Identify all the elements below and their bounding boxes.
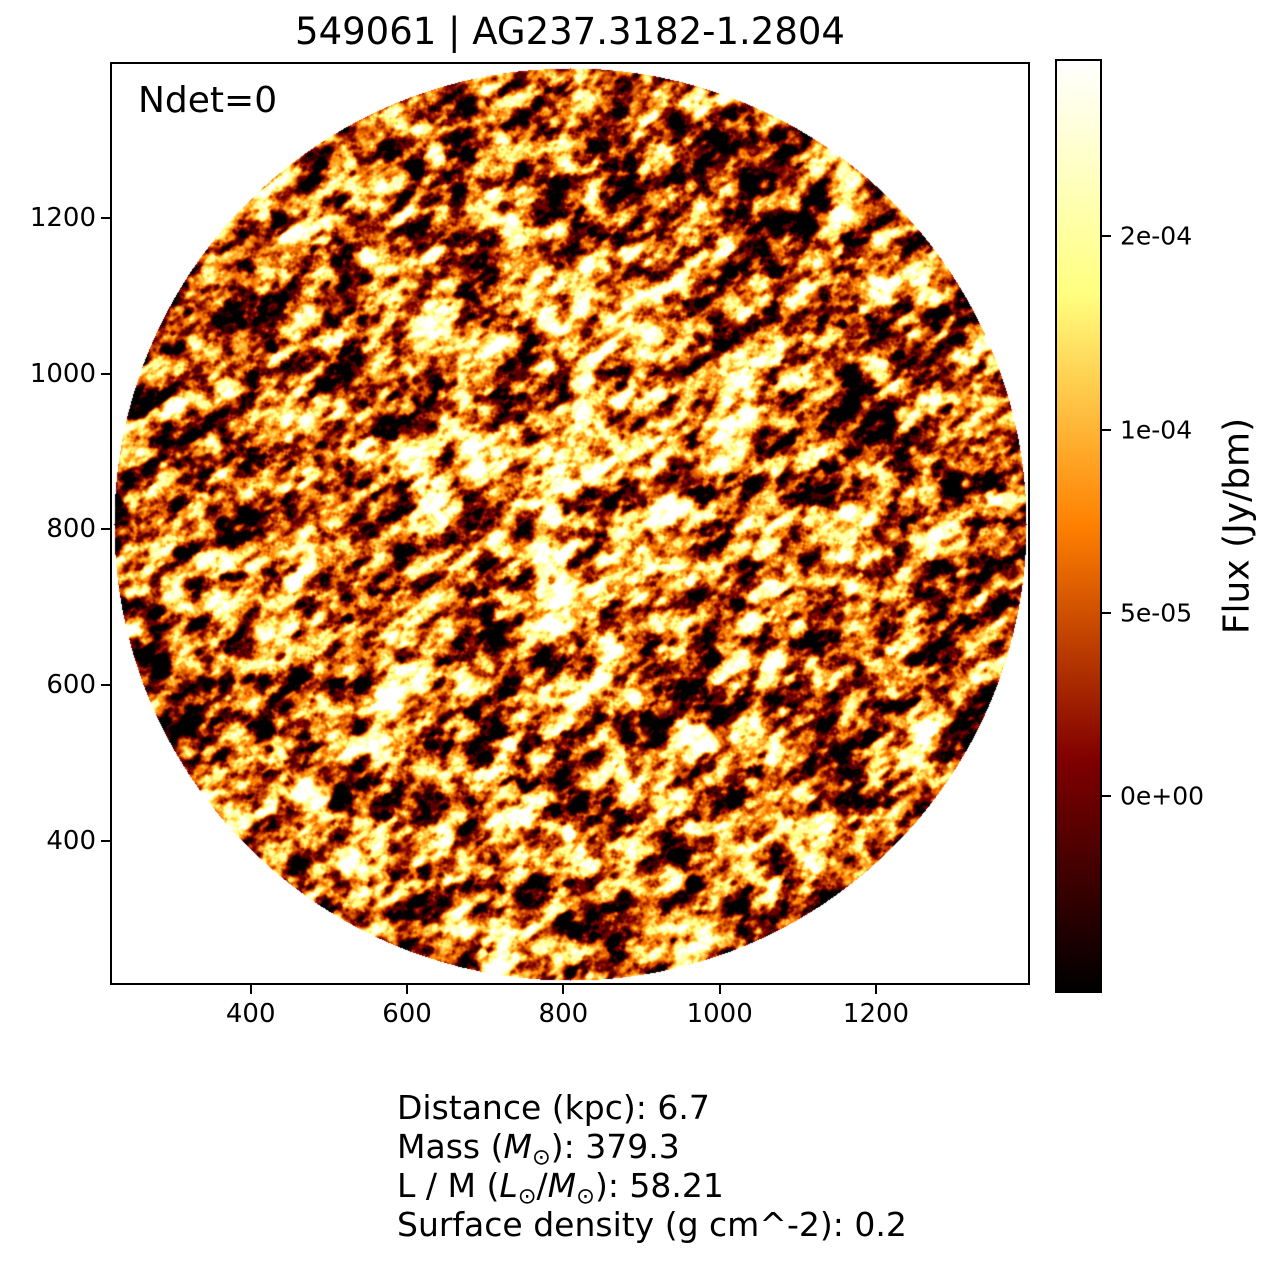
y-tick-mark: [101, 684, 110, 687]
colorbar-tick-mark: [1102, 428, 1111, 431]
y-tick-label: 1200: [29, 202, 96, 233]
x-tick-mark: [875, 985, 877, 994]
x-tick-label: 800: [538, 999, 589, 1029]
colorbar: [1055, 59, 1102, 993]
colorbar-tick-mark: [1102, 611, 1111, 614]
x-tick-label: 1000: [686, 999, 753, 1029]
y-tick-mark: [101, 372, 110, 375]
colorbar-tick-label: 5e-05: [1120, 598, 1193, 628]
colorbar-label: Flux (Jy/bm): [1216, 417, 1258, 635]
colorbar-tick-label: 2e-04: [1120, 221, 1193, 251]
colorbar-tick-mark: [1102, 794, 1111, 797]
colorbar-gradient: [1057, 61, 1100, 991]
x-tick-mark: [406, 985, 409, 994]
x-tick-mark: [718, 985, 721, 994]
y-tick-label: 400: [46, 825, 96, 856]
colorbar-tick-label: 0e+00: [1120, 781, 1205, 811]
plot-title: 549061 | AG237.3182-1.2804: [295, 10, 845, 53]
info-text-block: Distance (kpc): 6.7 Mass (M⊙): 379.3 L /…: [397, 1088, 907, 1244]
x-tick-mark: [249, 985, 252, 994]
colorbar-tick-mark: [1102, 235, 1111, 238]
colorbar-tick-label: 1e-04: [1120, 415, 1193, 445]
y-tick-label: 800: [46, 514, 96, 545]
y-tick-label: 1000: [29, 358, 96, 389]
info-line-l-over-m: L / M (L⊙/M⊙): 58.21: [397, 1166, 724, 1210]
x-tick-label: 1200: [842, 999, 910, 1029]
y-tick-label: 600: [46, 670, 96, 701]
y-tick-mark: [101, 216, 110, 219]
info-line-distance: Distance (kpc): 6.7: [397, 1088, 710, 1127]
image-axes: Ndet=0: [110, 62, 1030, 985]
y-tick-mark: [101, 839, 110, 842]
x-tick-label: 400: [225, 999, 276, 1029]
flux-map-image: [112, 64, 1028, 983]
ndet-annotation: Ndet=0: [138, 80, 278, 121]
y-tick-mark: [101, 528, 110, 531]
x-tick-mark: [562, 985, 565, 994]
info-line-surface-density: Surface density (g cm^-2): 0.2: [397, 1205, 907, 1244]
x-tick-label: 600: [382, 999, 432, 1029]
info-line-mass: Mass (M⊙): 379.3: [397, 1127, 680, 1171]
